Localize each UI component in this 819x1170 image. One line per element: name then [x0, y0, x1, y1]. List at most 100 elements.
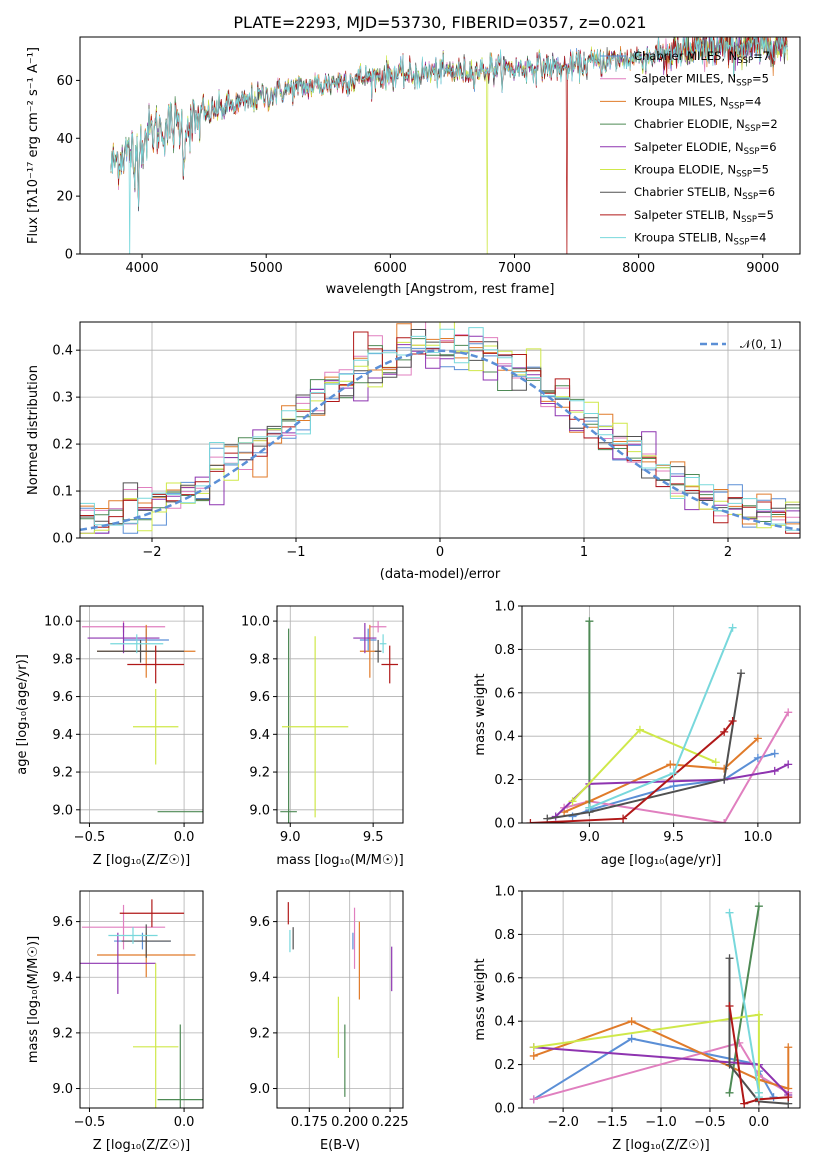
mass-vs-ebv-panel: 0.175 0.200 0.225 9.0 9.2 9.4 9.6 E(B-V): [249, 890, 409, 1153]
x-tick-label: −0.5: [694, 1115, 726, 1130]
x-tick-label: 0.175: [291, 1115, 328, 1130]
x-tick-label: 5000: [250, 261, 283, 276]
y-tick-label: 0.0: [494, 817, 515, 832]
y-tick-label: 9.6: [52, 690, 73, 705]
weight-marker: [770, 749, 779, 758]
weight-marker: [754, 902, 763, 911]
x-tick-label: 7000: [498, 261, 531, 276]
histogram-step: [80, 327, 800, 531]
weight-marker: [753, 734, 762, 743]
weight-marker: [728, 717, 737, 726]
y-tick-label: 0.4: [494, 1015, 515, 1030]
x-axis-label: Z [log₁₀(Z/Z☉)]: [93, 853, 190, 868]
y-tick-label: 20: [56, 190, 73, 205]
weight-line: [547, 673, 742, 820]
y-tick-label: 9.6: [52, 915, 73, 930]
y-tick-label: 0.4: [494, 730, 515, 745]
spectrum-line: [110, 37, 788, 254]
y-tick-label: 60: [56, 74, 73, 89]
y-tick-label: 0.2: [52, 438, 73, 453]
x-tick-label: −2: [142, 545, 161, 560]
weight-marker: [784, 1043, 793, 1052]
x-tick-label: 0.225: [371, 1115, 408, 1130]
legend-entry: Salpeter MILES, NSSP=5: [634, 72, 769, 89]
weight-marker: [720, 727, 729, 736]
x-axis-label: E(B-V): [320, 1138, 360, 1153]
y-tick-label: 0.3: [52, 391, 73, 406]
weight-marker: [669, 769, 678, 778]
y-tick-label: 9.0: [52, 803, 73, 818]
y-tick-label: 9.0: [249, 803, 270, 818]
x-tick-label: 0.0: [174, 830, 195, 845]
x-axis-label: Z [log₁₀(Z/Z☉)]: [93, 1138, 190, 1153]
normal-reference-curve: [79, 349, 801, 532]
y-axis-label: mass [log₁₀(M/M☉)]: [26, 936, 41, 1063]
weight-marker: [725, 908, 734, 917]
y-tick-label: 9.4: [249, 728, 270, 743]
x-axis-label: (data-model)/error: [380, 567, 501, 582]
x-axis-label: wavelength [Angstrom, rest frame]: [326, 282, 555, 297]
y-tick-label: 9.2: [52, 1026, 73, 1041]
x-tick-label: 9000: [746, 261, 779, 276]
weight-marker: [720, 775, 729, 784]
residual-histogram-panel: −2 −1 0 1 2 0.0 0.1 0.2 0.3 0.4 (data-model)/error…: [26, 321, 801, 582]
weight-marker: [619, 814, 628, 823]
y-tick-label: 0.0: [52, 532, 73, 547]
y-tick-label: 10.0: [241, 615, 270, 630]
y-tick-label: 0.4: [52, 344, 73, 359]
weight-marker: [635, 725, 644, 734]
y-tick-label: 0.8: [494, 928, 515, 943]
weight-marker: [728, 623, 737, 632]
legend-entry: Chabrier MILES, NSSP=7: [634, 49, 770, 66]
weight-marker: [753, 753, 762, 762]
y-tick-label: 9.4: [52, 728, 73, 743]
legend-entry: 𝒩(0, 1): [740, 337, 782, 351]
age-vs-mass-panel: 9.0 9.5 9.0 9.2 9.4 9.6 9.8 10.0 mass [log₁₀(M/M…: [241, 605, 404, 868]
x-axis-label: age [log₁₀(age/yr)]: [601, 853, 722, 868]
y-tick-label: 0.2: [494, 1058, 515, 1073]
weight-marker: [725, 1060, 734, 1069]
age-vs-metallicity-panel: −0.5 0.0 9.0 9.2 9.4 9.6 9.8 10.0 Z [log₁₀(Z/Z☉)…: [15, 605, 204, 868]
weight-marker: [720, 819, 729, 823]
y-tick-label: 40: [56, 132, 73, 147]
y-tick-label: 1.0: [494, 600, 515, 615]
y-axis-label: Flux [fλ10⁻¹⁷ erg cm⁻² s⁻¹ A⁻¹]: [26, 47, 41, 244]
weight-marker: [740, 1099, 749, 1108]
weight-marker: [725, 1088, 734, 1097]
y-tick-label: 0.6: [494, 971, 515, 986]
y-tick-label: 9.2: [249, 766, 270, 781]
x-tick-label: 0: [436, 545, 444, 560]
weight-marker: [725, 954, 734, 963]
x-tick-label: −2.0: [547, 1115, 579, 1130]
weight-vs-age-panel: 9.0 9.5 10.0 0.0 0.2 0.4 0.6 0.8 1.0 age [log₁₀(a…: [473, 600, 801, 868]
weight-marker: [725, 1002, 734, 1011]
weight-marker: [754, 1010, 763, 1019]
y-tick-label: 0: [65, 248, 73, 263]
y-tick-label: 9.4: [52, 971, 73, 986]
y-tick-label: 1.0: [494, 885, 515, 900]
histogram-step: [80, 335, 800, 534]
weight-line: [572, 752, 775, 818]
axes-frame: [79, 890, 204, 1109]
x-tick-label: 9.5: [663, 830, 684, 845]
weight-marker: [784, 1093, 793, 1102]
weight-marker: [529, 1095, 538, 1104]
weight-marker: [585, 803, 594, 812]
legend-entry: Kroupa STELIB, NSSP=4: [634, 231, 766, 248]
weight-marker: [585, 617, 594, 626]
y-tick-label: 9.4: [249, 971, 270, 986]
y-tick-label: 0.6: [494, 686, 515, 701]
y-tick-label: 9.6: [249, 915, 270, 930]
weight-marker: [529, 1051, 538, 1060]
weight-marker: [784, 708, 793, 717]
y-axis-label: age [log₁₀(age/yr)]: [15, 654, 30, 775]
weight-marker: [711, 758, 720, 767]
axes-frame: [276, 890, 404, 1109]
y-tick-label: 9.2: [52, 766, 73, 781]
x-tick-label: 0.0: [749, 1115, 770, 1130]
weight-marker: [737, 669, 746, 678]
weight-marker: [666, 760, 675, 769]
y-tick-label: 9.6: [249, 690, 270, 705]
y-tick-label: 10.0: [44, 615, 73, 630]
